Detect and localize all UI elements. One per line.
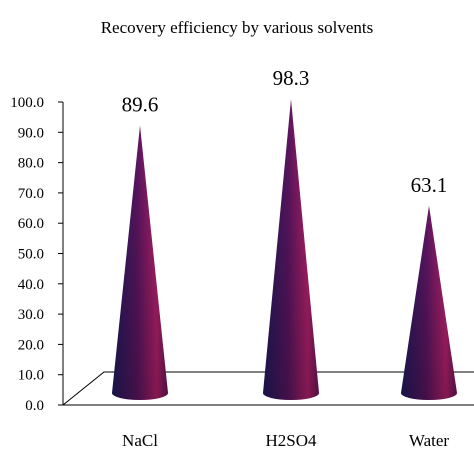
y-tick-label: 0.0 bbox=[25, 398, 44, 414]
x-tick-label: NaCl bbox=[122, 431, 158, 450]
x-tick-label: H2SO4 bbox=[265, 431, 317, 450]
y-tick-label: 70.0 bbox=[18, 186, 44, 202]
data-label: 89.6 bbox=[122, 93, 159, 117]
bar-cone bbox=[263, 99, 319, 400]
bar-cone bbox=[112, 125, 168, 401]
y-tick-label: 50.0 bbox=[18, 247, 44, 263]
chart-bars bbox=[112, 99, 457, 401]
floor-back-edge bbox=[62, 371, 474, 406]
x-tick-label: Water bbox=[409, 431, 449, 450]
y-tick-label: 90.0 bbox=[18, 125, 44, 141]
bar-cone-shade bbox=[112, 125, 168, 401]
bar-cone-shade bbox=[401, 205, 457, 400]
chart-title: Recovery efficiency by various solvents bbox=[101, 18, 374, 37]
bar-cone bbox=[401, 205, 457, 400]
data-labels: 89.6 98.3 63.1 bbox=[122, 66, 448, 197]
x-axis-ticks: NaCl H2SO4 Water bbox=[122, 431, 449, 450]
y-tick-label: 40.0 bbox=[18, 277, 44, 293]
y-tick-label: 30.0 bbox=[18, 307, 44, 323]
y-tick-label: 20.0 bbox=[18, 337, 44, 353]
data-label: 98.3 bbox=[273, 66, 310, 90]
bar-cone-shade bbox=[263, 99, 319, 400]
y-tick-label: 100.0 bbox=[10, 95, 44, 111]
y-tick-label: 60.0 bbox=[18, 216, 44, 232]
y-tick-label: 10.0 bbox=[18, 368, 44, 384]
data-label: 63.1 bbox=[411, 173, 448, 197]
y-tick-label: 80.0 bbox=[18, 156, 44, 172]
y-axis-ticks: 0.0 10.0 20.0 30.0 40.0 50.0 60.0 70.0 80.0 90.0 1… bbox=[10, 95, 63, 414]
